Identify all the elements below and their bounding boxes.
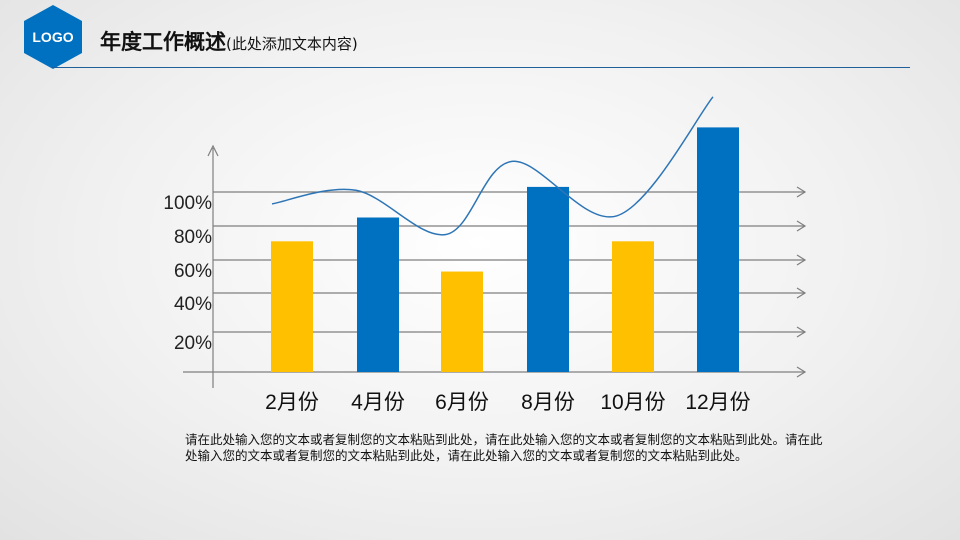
- logo-text: LOGO: [32, 29, 73, 45]
- bar-4: [527, 186, 569, 372]
- body-text: 请在此处输入您的文本或者复制您的文本粘贴到此处，请在此处输入您的文本或者复制您的…: [185, 432, 823, 463]
- page-title: 年度工作概述(此处添加文本内容): [100, 26, 358, 56]
- gridline-arrow: [796, 220, 807, 232]
- gridline-arrow: [796, 254, 807, 266]
- bar-1: [271, 241, 313, 372]
- trend-line: [271, 96, 714, 236]
- y-tick-label: 80%: [174, 227, 212, 248]
- gridline-arrow: [796, 186, 807, 198]
- bar-2: [357, 217, 399, 372]
- y-tick-label: 40%: [174, 294, 212, 315]
- header-divider: [52, 67, 910, 68]
- bar-5: [612, 241, 654, 372]
- x-tick-label: 10月份: [600, 391, 665, 414]
- x-tick-label: 12月份: [685, 391, 750, 414]
- y-tick-label: 20%: [174, 333, 212, 354]
- bar-3: [441, 271, 483, 372]
- bar-6: [697, 127, 739, 373]
- logo-hexagon: LOGO: [24, 5, 82, 69]
- y-axis-arrow: [207, 144, 219, 157]
- x-tick-label: 6月份: [435, 391, 489, 414]
- gridline-arrow: [796, 326, 807, 338]
- title-main: 年度工作概述: [100, 30, 226, 54]
- y-tick-label: 60%: [174, 261, 212, 282]
- x-tick-label: 2月份: [265, 391, 319, 414]
- title-subtitle: (此处添加文本内容): [226, 35, 358, 53]
- x-tick-label: 4月份: [351, 391, 405, 414]
- gridline-arrow: [796, 366, 807, 378]
- gridline-arrow: [796, 287, 807, 299]
- y-tick-label: 100%: [163, 193, 212, 214]
- x-tick-label: 8月份: [521, 391, 575, 414]
